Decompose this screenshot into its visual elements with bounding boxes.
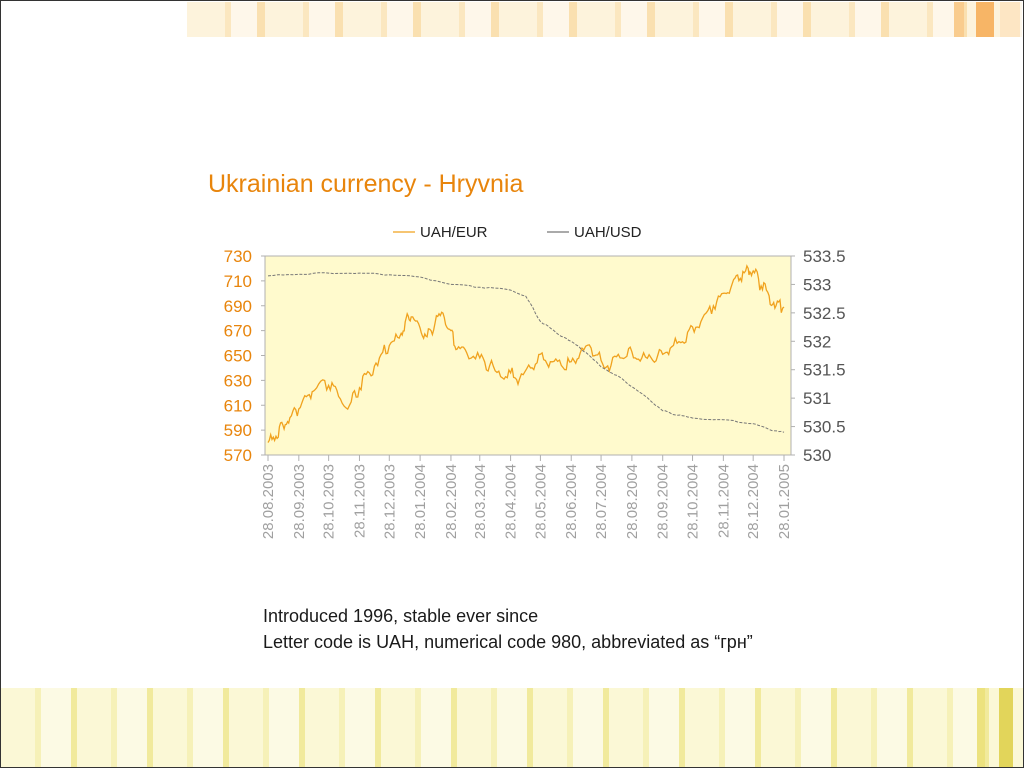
y-right-tick-label: 530 [803, 446, 831, 465]
x-tick-label: 28.11.2003 [351, 464, 368, 538]
decorative-bottom-stripe [977, 688, 985, 767]
y-right-tick-label: 533.5 [803, 247, 846, 266]
y-left-tick-label: 590 [224, 421, 252, 440]
decorative-top-stripe [954, 2, 964, 37]
decorative-bottom-stripes [1, 688, 1023, 767]
series-line-uah-eur [267, 264, 785, 443]
x-tick-label: 28.09.2003 [291, 464, 308, 539]
y-left-tick-label: 610 [224, 396, 252, 415]
y-right-tick-label: 531 [803, 389, 831, 408]
x-tick-label: 28.12.2004 [745, 464, 762, 539]
x-tick-label: 28.05.2004 [532, 464, 549, 539]
y-left-tick-label: 690 [224, 297, 252, 316]
y-right-tick-label: 533 [803, 275, 831, 294]
decorative-top-stripe [1000, 2, 1020, 37]
x-tick-label: 28.10.2004 [685, 464, 702, 539]
slide-title: Ukrainian currency - Hryvnia [208, 170, 524, 198]
x-tick-label: 28.03.2004 [472, 464, 489, 539]
x-tick-label: 28.01.2004 [412, 464, 429, 539]
y-left-tick-label: 670 [224, 322, 252, 341]
x-tick-label: 28.01.2005 [776, 464, 793, 539]
y-left-tick-label: 650 [224, 347, 252, 366]
y-left-tick-label: 630 [224, 371, 252, 390]
note-line-2: Letter code is UAH, numerical code 980, … [263, 632, 753, 652]
decorative-bottom-stripe [999, 688, 1013, 767]
slide-notes: Introduced 1996, stable ever since Lette… [263, 603, 753, 655]
x-tick-label: 28.08.2004 [624, 464, 641, 539]
x-tick-label: 28.08.2003 [260, 464, 277, 539]
y-left-tick-label: 710 [224, 272, 252, 291]
x-tick-label: 28.02.2004 [443, 464, 460, 539]
decorative-top-stripes [187, 2, 1022, 37]
x-tick-label: 28.12.2003 [381, 464, 398, 539]
note-line-1: Introduced 1996, stable ever since [263, 606, 539, 626]
y-right-tick-label: 531.5 [803, 361, 846, 380]
y-right-tick-label: 532 [803, 332, 831, 351]
x-tick-label: 28.07.2004 [593, 464, 610, 539]
series-line-uah-usd [267, 272, 785, 433]
legend-label-usd: UAH/USD [574, 224, 642, 241]
y-left-tick-label: 730 [224, 247, 252, 266]
y-right-tick-label: 532.5 [803, 304, 846, 323]
x-tick-label: 28.11.2004 [715, 464, 732, 538]
legend-label-eur: UAH/EUR [420, 224, 488, 241]
y-left-tick-label: 570 [224, 446, 252, 465]
x-tick-label: 28.09.2004 [655, 464, 672, 539]
decorative-top-stripe [976, 2, 994, 37]
plot-area [264, 255, 792, 456]
y-right-tick-label: 530.5 [803, 418, 846, 437]
x-tick-label: 28.10.2003 [321, 464, 338, 539]
x-tick-label: 28.06.2004 [563, 464, 580, 539]
x-tick-label: 28.04.2004 [503, 464, 520, 539]
chart-legend: UAH/EUR UAH/USD [393, 224, 642, 241]
